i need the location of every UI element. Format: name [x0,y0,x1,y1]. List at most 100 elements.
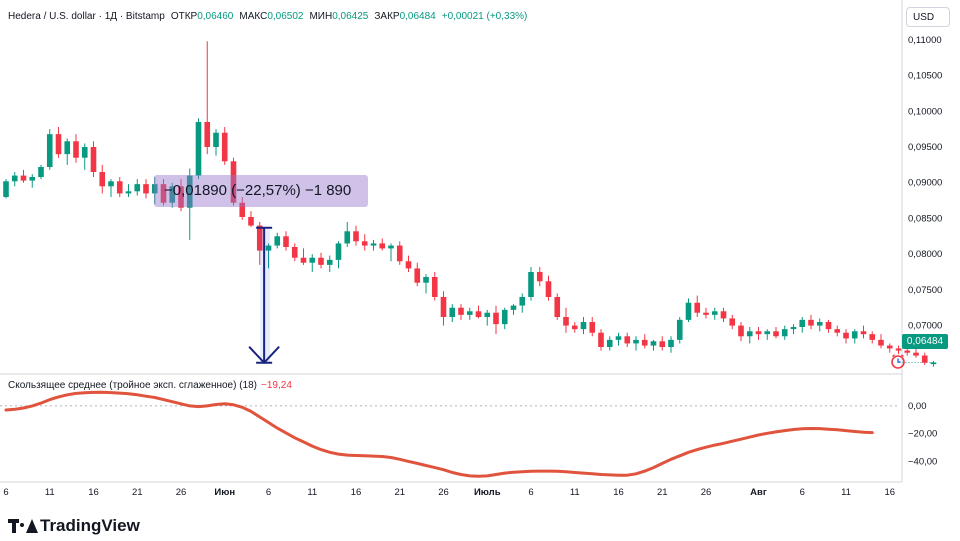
candle [878,334,884,349]
candle [519,293,526,313]
candle [755,327,762,340]
candle [440,291,447,326]
candle [186,168,193,240]
indicator-legend: Скользящее среднее (тройное эксп. сглаже… [8,380,292,391]
candle [143,179,149,199]
close-value: 0,06484 [399,11,436,22]
candle [913,348,919,358]
date-tick-label: 16 [884,487,895,498]
candle [326,255,333,272]
date-tick-label: 11 [45,487,55,498]
candle [563,307,569,333]
candle [274,232,281,249]
candle [554,293,561,320]
candle [213,129,219,156]
candle [239,197,246,220]
candle [370,239,377,251]
candle [195,118,202,180]
tradingview-logo-icon [8,519,38,533]
candle [125,184,132,197]
candle [300,248,307,265]
candle [248,211,254,227]
high-value: 0,06502 [267,11,304,22]
candle [160,179,167,206]
candle [38,164,44,180]
price-range-measure[interactable] [248,226,280,365]
price-tick-label: 0,09000 [908,178,942,189]
indicator-tick-label: 0,00 [908,401,927,412]
candle [151,177,158,205]
date-tick-label: Авг [750,487,767,498]
candle [221,127,228,165]
candle [466,307,473,320]
candle [545,275,552,301]
candle [834,325,841,337]
tradingview-logo[interactable]: TradingView [8,516,140,536]
candle [528,267,534,301]
candle [134,179,141,196]
price-tick-label: 0,08000 [908,249,942,260]
candle [781,325,788,340]
candle [641,334,648,349]
candle [790,324,797,335]
candle [55,127,62,158]
symbol-title: Hedera / U.S. dollar · 1Д · Bitstamp [8,11,165,22]
candle [694,295,701,317]
price-tick-label: 0,07000 [908,321,942,332]
candle [808,314,814,330]
candle [764,329,771,340]
date-tick-label: 26 [176,487,187,498]
date-tick-label: 16 [613,487,624,498]
indicator-tick-label: −40,00 [908,456,937,467]
candle [799,317,806,333]
change-value: +0,00021 (+0,33%) [441,11,528,22]
candle [230,157,237,206]
candle [606,336,613,351]
candle [703,307,709,319]
symbol-header: Hedera / U.S. dollar · 1Д · Bitstamp ОТКР… [8,11,527,22]
candle [816,318,823,332]
low-label: МИН [309,11,333,22]
date-tick-label: 6 [800,487,805,498]
candle [825,319,832,333]
candle [650,339,657,351]
high-label: МАКС [239,11,268,22]
candle [484,309,491,326]
candle [930,361,937,367]
candle [589,317,596,337]
candle [869,331,876,344]
candle [615,332,622,346]
candle [108,179,114,197]
date-tick-label: 26 [701,487,712,498]
candle [729,314,736,330]
candle [388,243,394,262]
candle [536,267,543,287]
candle [510,304,517,315]
candle [99,164,106,194]
open-value: 0,06460 [197,11,234,22]
indicator-tick-label: −20,00 [908,429,937,440]
date-tick-label: 11 [841,487,851,498]
candle [256,222,263,265]
currency-button[interactable]: USD [906,7,950,27]
candle [738,322,744,342]
candle [571,322,578,333]
candle [773,327,779,339]
candle [379,238,386,251]
candle [29,174,36,188]
candle [449,304,456,322]
candle [895,345,902,355]
candle [633,336,639,351]
trix-line [4,390,874,478]
indicator-value: −19,24 [261,380,292,391]
open-label: ОТКР [170,11,198,22]
candle [405,255,412,272]
candle [3,179,9,199]
axes: 0,11000 0,10500 0,10000 0,09500 0,09000 0,085… [3,35,942,498]
candle [353,225,359,246]
candle [20,169,27,183]
date-tick-label: Июн [214,487,235,498]
candle [46,129,53,170]
alarm-clock-icon[interactable] [890,353,906,369]
